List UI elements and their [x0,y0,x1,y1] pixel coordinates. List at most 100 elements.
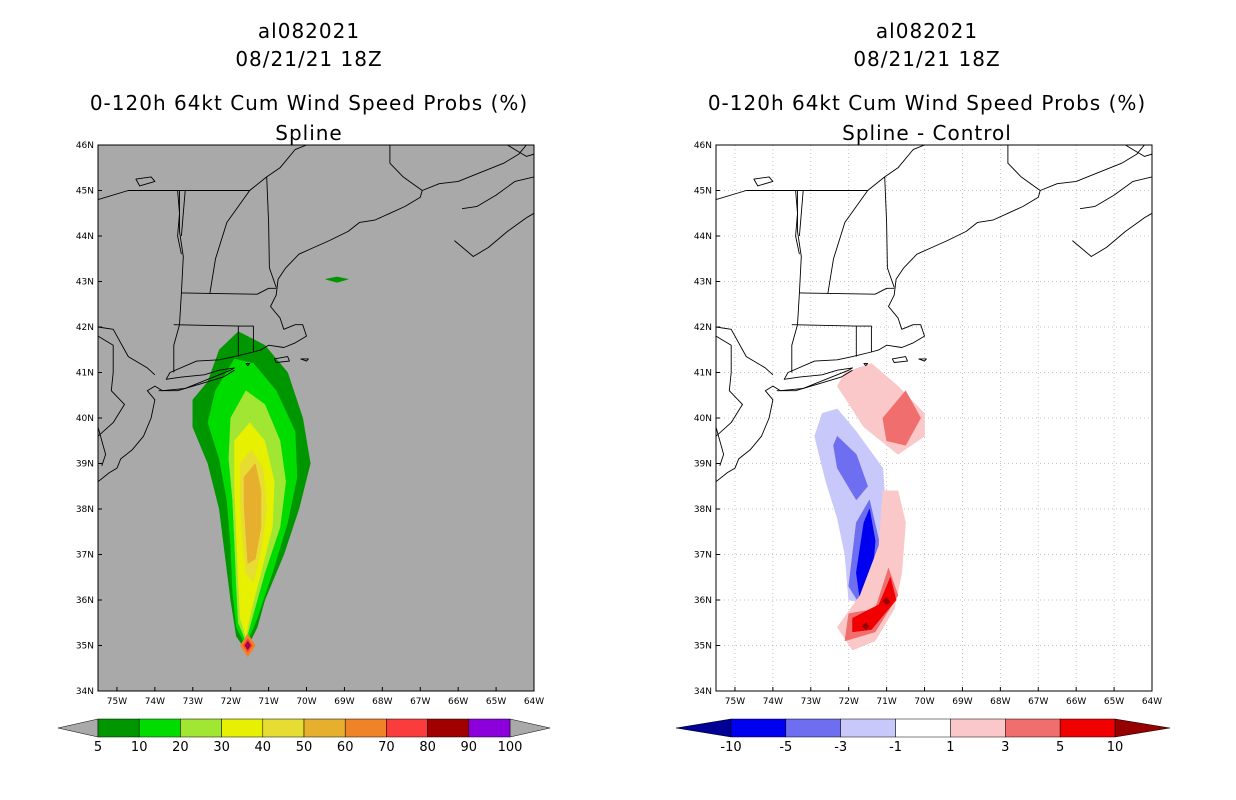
island-outline [863,362,869,367]
y-tick-label: 39N [76,460,94,470]
x-tick-label: 64W [1142,697,1162,707]
island-outline [135,176,156,187]
colorbar-swatch [895,718,951,738]
title-line-1: al082021 [258,19,360,43]
y-tick-label: 34N [76,687,94,697]
coastline [791,324,872,352]
y-tick-label: 39N [694,460,712,470]
x-tick-label: 67W [1028,697,1048,707]
x-tick-label: 71W [258,697,278,707]
colorbar-swatch [221,718,264,738]
colorbar-swatch [1005,718,1061,738]
x-tick-label: 68W [990,697,1010,707]
contour-level-3 [833,435,868,501]
colorbar-label: 90 [461,740,478,755]
coastline [1125,145,1152,157]
colorbar: -10 -5 -3 -1 1 3 5 10 [675,718,1171,755]
island-outline [918,358,927,362]
x-tick-label: 66W [448,697,468,707]
contour-level-5 [243,463,262,564]
x-tick-label: 70W [914,697,934,707]
map-background [716,145,1152,691]
map-area [716,145,1152,691]
y-tick-label: 44N [694,232,712,242]
colorbar-swatch [303,718,346,738]
colorbar-label: 50 [296,740,313,755]
x-tick-label: 73W [183,697,203,707]
coastline [209,190,251,294]
coastline [798,190,804,237]
colorbar-label: -5 [779,740,792,755]
x-tick-label: 74W [145,697,165,707]
coastline [389,145,423,191]
y-tick-label: 38N [694,505,712,515]
coastline [454,212,534,257]
coastline [799,287,895,295]
coastline [797,176,895,288]
colorbar-over-arrow [1114,718,1171,738]
contour-level-10 [861,622,870,630]
y-tick-label: 36N [76,596,94,606]
colorbar-swatch [950,718,1006,738]
title-line-4: Spline [275,121,342,145]
x-tick-label: 75W [107,697,127,707]
colorbar-under-arrow [675,718,732,738]
coastline [181,287,277,295]
colorbar-label: 30 [213,740,230,755]
y-tick-label: 46N [694,141,712,151]
coastline [884,145,925,178]
panel-left: al082021 08/21/21 18Z 0-120h 64kt Cum Wind… [57,19,551,755]
y-tick-label: 40N [694,414,712,424]
coastline [266,145,307,178]
title-line-3: 0-120h 64kt Cum Wind Speed Probs (%) [90,91,528,115]
x-tick-label: 69W [334,697,354,707]
coastline [98,326,156,376]
colorbar: 5 10 20 30 40 50 60 70 80 90 100 [57,718,551,755]
contour-level-9 [246,643,250,648]
coastline [1072,212,1152,257]
y-tick-label: 36N [694,596,712,606]
x-tick-label: 73W [801,697,821,707]
colorbar-label: -3 [834,740,847,755]
colorbar-swatch [138,718,181,738]
x-tick-label: 65W [486,697,506,707]
x-tick-label: 69W [952,697,972,707]
x-tick-label: 66W [1066,697,1086,707]
y-tick-label: 41N [76,369,94,379]
coastline [158,369,235,392]
coastline [716,190,798,201]
coastline [177,190,182,255]
colorbar-label: 60 [337,740,354,755]
colorbar-swatch [344,718,387,738]
coastline [1040,145,1145,191]
coastline [776,369,853,392]
coastline [180,190,186,237]
colorbar-label: 20 [172,740,189,755]
x-tick-label: 71W [876,697,896,707]
colorbar-label: 3 [1001,740,1009,755]
y-tick-label: 43N [76,278,94,288]
contour-level-9 [882,597,891,605]
title-line-2: 08/21/21 18Z [235,47,382,71]
island-outline [273,356,290,363]
y-tick-label: 38N [76,505,94,515]
x-tick-label: 74W [763,697,783,707]
x-tick-label: 68W [372,697,392,707]
colorbar-label: 40 [255,740,272,755]
y-tick-label: 35N [76,642,94,652]
colorbar-label: 70 [378,740,395,755]
y-tick-label: 43N [694,278,712,288]
coastline [98,335,125,437]
title-line-1: al082021 [876,19,978,43]
title-line-3: 0-120h 64kt Cum Wind Speed Probs (%) [708,91,1146,115]
panel-right: al082021 08/21/21 18Z 0-120h 64kt Cum Wind… [675,19,1171,755]
contour-level-8 [852,577,897,633]
y-tick-label: 35N [694,642,712,652]
colorbar-swatch [180,718,222,738]
title-line-4: Spline - Control [842,121,1012,145]
x-tick-label: 70W [296,697,316,707]
title-line-2: 08/21/21 18Z [853,47,1000,71]
y-tick-label: 40N [76,414,94,424]
island-outline [245,362,251,367]
contour-level-10 [325,276,349,283]
